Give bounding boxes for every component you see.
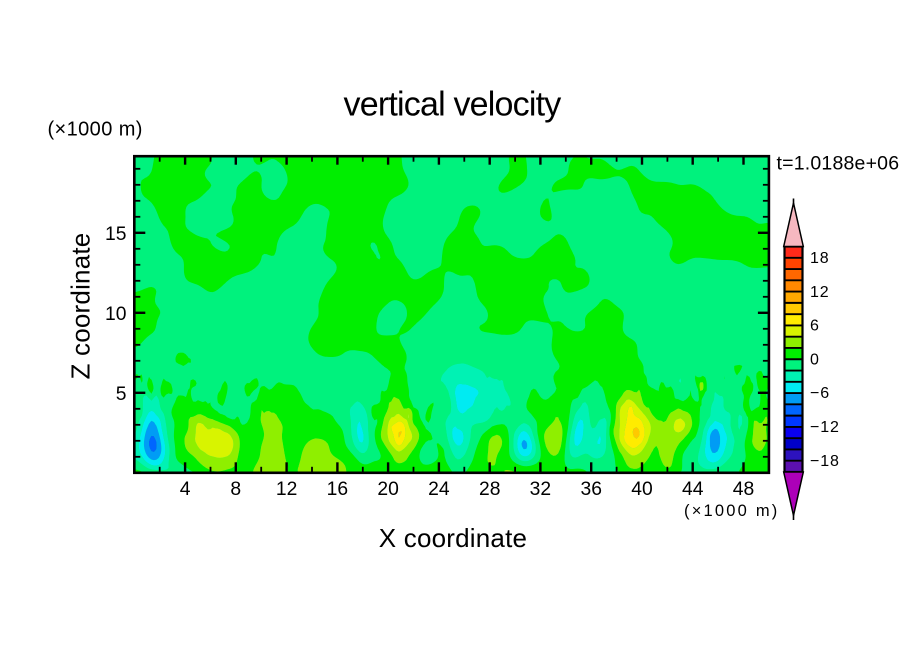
svg-text:12: 12 (276, 479, 297, 500)
svg-text:36: 36 (580, 479, 601, 500)
svg-text:5: 5 (116, 384, 127, 405)
svg-text:48: 48 (733, 479, 754, 500)
svg-text:20: 20 (377, 479, 398, 500)
svg-text:vertical velocity: vertical velocity (344, 85, 562, 123)
svg-text:10: 10 (105, 304, 126, 325)
svg-text:18: 18 (810, 250, 830, 267)
svg-text:0: 0 (810, 351, 820, 368)
svg-text:t=1.0188e+06: t=1.0188e+06 (777, 153, 900, 175)
svg-text:Z coordinate: Z coordinate (66, 233, 96, 380)
svg-text:28: 28 (479, 479, 500, 500)
svg-text:44: 44 (682, 479, 704, 500)
svg-text:−6: −6 (810, 385, 830, 402)
svg-text:12: 12 (810, 284, 830, 301)
svg-text:(×1000 m): (×1000 m) (684, 502, 779, 520)
svg-text:32: 32 (530, 479, 551, 500)
svg-text:6: 6 (810, 318, 820, 335)
svg-text:(×1000 m): (×1000 m) (48, 119, 143, 141)
svg-text:15: 15 (105, 224, 126, 245)
svg-text:16: 16 (327, 479, 348, 500)
svg-text:−18: −18 (810, 453, 840, 470)
svg-text:8: 8 (230, 479, 241, 500)
svg-text:40: 40 (631, 479, 652, 500)
svg-text:24: 24 (428, 479, 450, 500)
svg-text:−12: −12 (810, 419, 840, 436)
svg-text:4: 4 (180, 479, 191, 500)
svg-text:X coordinate: X coordinate (379, 523, 527, 553)
